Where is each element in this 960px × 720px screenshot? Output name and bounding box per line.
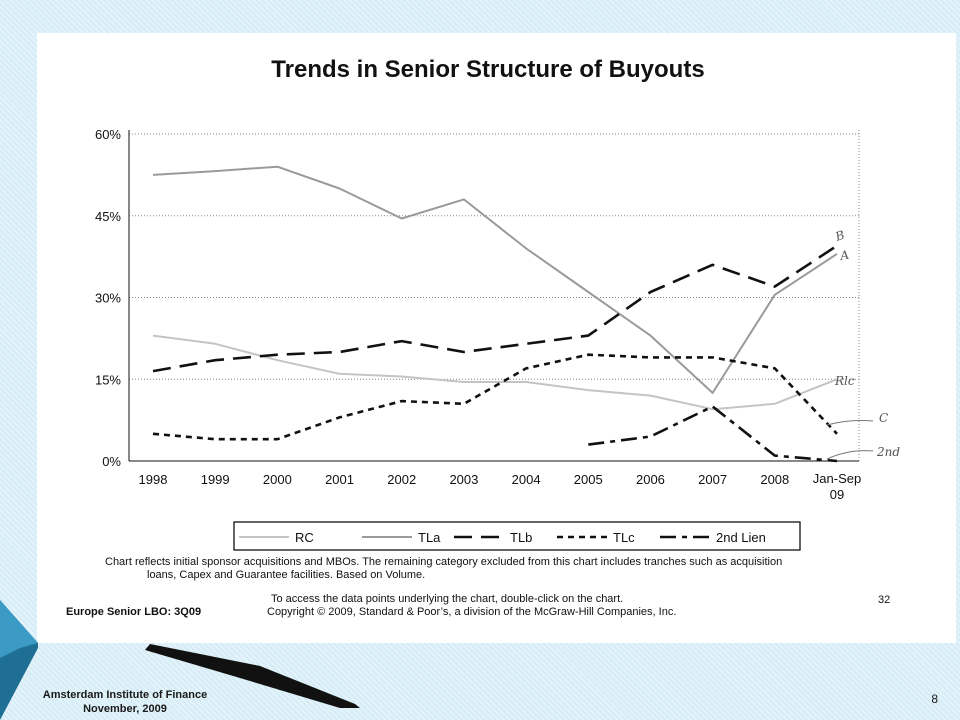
- handwritten-note: Rlc: [834, 374, 855, 388]
- copyright-note: Copyright © 2009, Standard & Poor’s, a d…: [267, 606, 676, 618]
- slide-corner-decoration: [0, 600, 360, 720]
- grid-layer: [129, 130, 860, 461]
- y-tick-label: 0%: [102, 454, 121, 469]
- x-tick-label: 2003: [449, 472, 478, 487]
- series-line-tlb: [152, 244, 838, 373]
- y-tick-label: 60%: [95, 127, 121, 142]
- series-layer: [152, 165, 838, 463]
- axis-layer: 0% 15% 30% 45% 60% 1998 1999 2000 2001 2002 2003 20…: [95, 127, 861, 502]
- x-tick-label: 2002: [387, 472, 416, 487]
- handwritten-note: B: [833, 228, 847, 244]
- x-tick-label: 2004: [512, 472, 541, 487]
- legend: RC TLa TLb TLc 2nd Lien: [233, 521, 801, 551]
- footer-date: November, 2009: [83, 703, 167, 715]
- x-tick-label: 2001: [325, 472, 354, 487]
- x-tick-label: 1998: [139, 472, 168, 487]
- legend-label: TLa: [418, 530, 441, 545]
- x-tick-label: 2000: [263, 472, 292, 487]
- y-tick-label: 45%: [95, 209, 121, 224]
- footer-organization: Amsterdam Institute of Finance November,…: [20, 688, 230, 716]
- handwritten-note: C: [879, 411, 888, 425]
- x-tick-label: 2008: [760, 472, 789, 487]
- slide-page-number: 8: [931, 692, 938, 706]
- x-tick-label: 1999: [201, 472, 230, 487]
- legend-label: TLb: [510, 530, 532, 545]
- y-tick-label: 30%: [95, 291, 121, 306]
- series-line-2nd-lien: [588, 405, 838, 463]
- x-tick-label: 2007: [698, 472, 727, 487]
- y-tick-label: 15%: [95, 372, 121, 387]
- x-tick-label: 2006: [636, 472, 665, 487]
- chart-canvas: Trends in Senior Structure of Buyouts 0%…: [66, 56, 900, 618]
- handwritten-annotations: BA Rlc C 2nd: [826, 228, 900, 460]
- source-label: Europe Senior LBO: 3Q09: [66, 606, 201, 618]
- legend-label: RC: [295, 530, 314, 545]
- series-line-rc: [152, 334, 838, 411]
- handwritten-note: A: [838, 248, 850, 264]
- x-tick-label: 2005: [574, 472, 603, 487]
- footer-org-name: Amsterdam Institute of Finance: [42, 689, 208, 701]
- x-tick-label: Jan-Sep 09: [813, 471, 861, 502]
- chart-title: Trends in Senior Structure of Buyouts: [271, 56, 704, 83]
- source-page-number: 32: [878, 594, 890, 606]
- handwritten-note: 2nd: [876, 445, 900, 459]
- chart-note-line-1: Chart reflects initial sponsor acquisiti…: [105, 556, 782, 568]
- legend-label: 2nd Lien: [716, 530, 766, 545]
- chart-note-line-2: loans, Capex and Guarantee facilities. B…: [147, 569, 425, 581]
- series-line-tla: [152, 165, 838, 394]
- handwritten-stroke: [826, 450, 874, 460]
- chart-panel: Trends in Senior Structure of Buyouts 0%…: [37, 33, 956, 643]
- handwritten-stroke: [826, 420, 874, 426]
- legend-label: TLc: [613, 530, 635, 545]
- access-note: To access the data points underlying the…: [271, 593, 623, 605]
- series-line-tlc: [152, 353, 838, 441]
